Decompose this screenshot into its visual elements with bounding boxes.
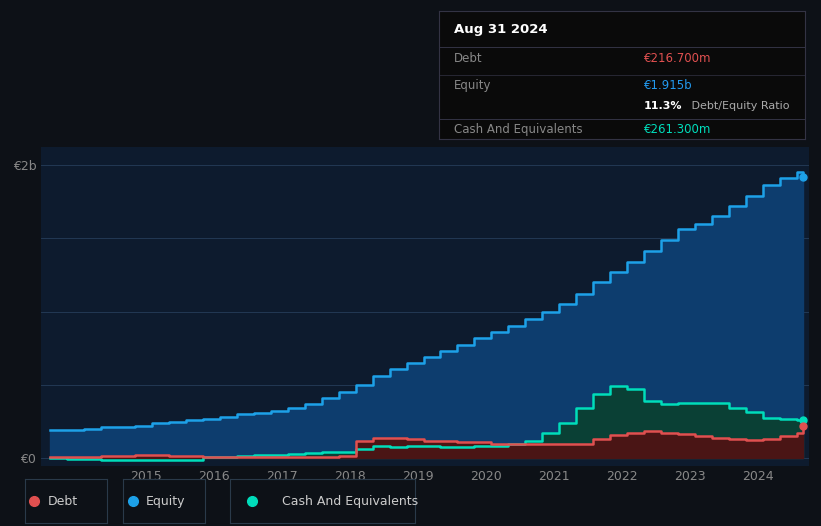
Text: Aug 31 2024: Aug 31 2024	[454, 23, 548, 36]
Text: Debt: Debt	[48, 494, 78, 508]
Text: Equity: Equity	[454, 79, 491, 92]
Text: 11.3%: 11.3%	[644, 101, 682, 111]
Text: €1.915b: €1.915b	[644, 79, 692, 92]
Text: Debt: Debt	[454, 53, 483, 65]
Text: Equity: Equity	[146, 494, 186, 508]
Text: €216.700m: €216.700m	[644, 53, 711, 65]
Text: Cash And Equivalents: Cash And Equivalents	[454, 123, 582, 136]
Text: Cash And Equivalents: Cash And Equivalents	[282, 494, 418, 508]
Text: Debt/Equity Ratio: Debt/Equity Ratio	[688, 101, 789, 111]
Text: €261.300m: €261.300m	[644, 123, 711, 136]
